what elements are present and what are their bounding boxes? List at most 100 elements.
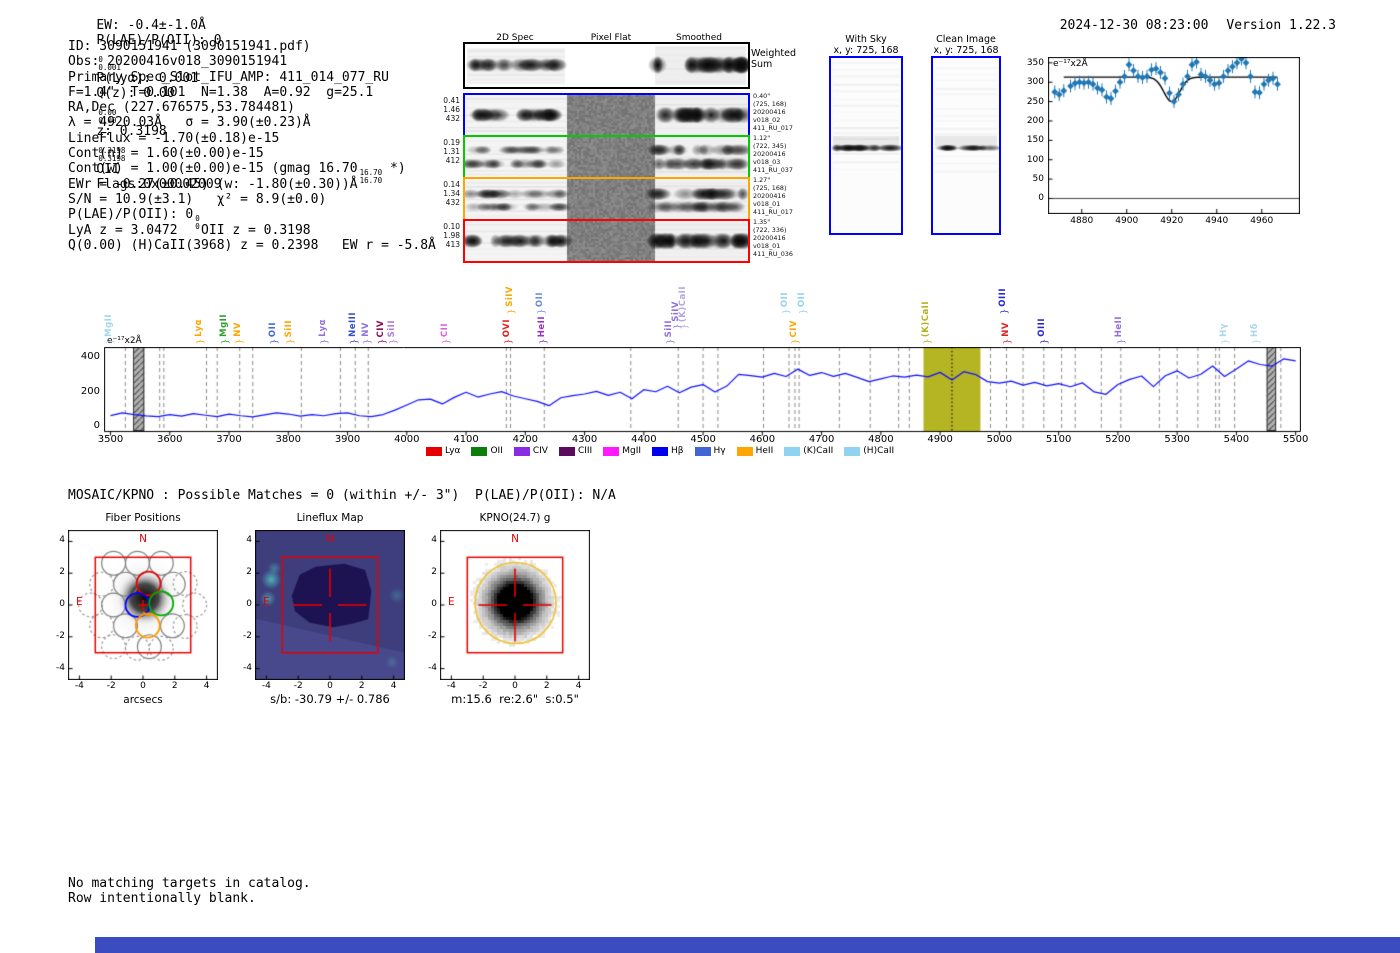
info-line: ID: 3090151941 (3090151941.pdf) [68,39,311,54]
panel-x-tick-label: 0 [512,681,518,691]
plae-poii-range: 0 0.001 [98,55,121,72]
legend-label: HeII [755,446,774,456]
spectrum-x-tick-label: 4400 [631,434,657,445]
compass-e-label: E [76,596,83,608]
line-label: NV{ [232,322,244,345]
lineflux-caption: s/b: -30.79 +/- 0.786 [270,692,390,706]
spectrum-x-tick-label: 5500 [1282,434,1309,445]
spec2d-header-pixelflat: Pixel Flat [590,33,632,43]
line-label: SiII{ [386,319,398,345]
legend-swatch [471,446,488,456]
footer-note-line-2: Row intentionally blank. [68,891,256,906]
legend-item: CIII [558,446,592,456]
panel-y-tick-label: 4 [431,535,437,546]
line-label: HeII{ [1114,315,1125,345]
fiber-positions-canvas [68,530,218,680]
line-label: OII{ [534,291,546,315]
panel-y-tick-label: 2 [246,567,252,578]
legend-label: OII [490,446,503,456]
stacked-value: 16.70 16.70 [359,168,383,185]
legend-swatch [694,446,711,456]
line-label: (K)CaII{ [921,300,932,345]
panel-x-tick-label: 4 [203,681,210,691]
panel-x-tick-label: 2 [171,681,178,691]
spectrum-x-tick-label: 3600 [157,434,183,445]
spectrum-x-tick-label: 5100 [1045,434,1072,445]
plya-value: P(Lyα): 0.001 [96,71,199,86]
header-timestamp: 2024-12-30 08:23:00 Version 1.22.3 [1059,18,1336,33]
line-label: MgII{ [103,314,115,345]
info-line: λ = 4920.03Å σ = 3.90(±0.23)Å [68,115,311,131]
legend-label: MgII [622,446,642,456]
line-label: CIV{ [376,319,387,345]
panel-y-tick-label: 2 [59,567,65,578]
spectrum-x-tick-label: 4600 [749,434,776,445]
spectrum-x-tick-label: 3900 [334,434,361,445]
line-label: Hδ{ [1249,323,1261,345]
line-label: Lyα{ [318,319,329,345]
line-label: (K)CaII{ [678,285,689,330]
panel-x-tick-label: 4 [390,681,397,691]
spectrum-legend: Lyα OII CIV CIII MgII Hβ Hγ HeII (K)CaII (H)CaII [426,446,894,456]
inset-x-tick-label: 4880 [1070,216,1094,226]
spec2d-weighted-image [465,44,748,87]
spectrum-y-tick-label: 400 [80,351,100,363]
spectrum-x-tick-label: 5200 [1105,434,1131,445]
line-label: OIII{ [1037,318,1048,345]
spec2d-row-left-labels: 0.19 1.31 412 [443,138,460,166]
flags-value: Flags:0x00002009 [96,177,222,192]
legend-swatch [513,446,530,456]
clean-image-title: Clean Image x, y: 725, 168 [933,34,999,56]
panel-y-tick-label: 0 [59,599,65,609]
compass-e-label: E [448,596,455,608]
spectrum-chart-canvas [104,347,1301,437]
clean-image-box [931,56,1001,235]
legend-swatch [558,446,575,456]
info-line: EWr = -0.27(±0.45) (w: -1.80(±0.30))Å [68,176,358,192]
spectrum-x-tick-label: 4000 [394,434,420,445]
compass-e-label: E [263,596,270,608]
qz-range: 0.00 0.00 [98,108,117,125]
legend-swatch [784,446,801,456]
spec2d-header-2dspec: 2D Spec [496,33,534,43]
kpno-caption: m:15.6 re:2.6" s:0.5" [451,692,579,706]
panel-y-tick-label: -4 [56,662,65,673]
inset-y-tick-label: 200 [1026,115,1044,126]
legend-label: Hγ [713,446,726,456]
spectrum-x-tick-label: 5300 [1164,434,1190,445]
line-label: NeIII{ [348,312,359,345]
lineflux-map-canvas [255,530,405,680]
panel-x-tick-label: -2 [478,681,488,691]
withsky-box [829,56,903,235]
panel-x-tick-label: -4 [261,681,271,691]
panel-x-tick-label: 0 [327,681,333,691]
spectrum-x-tick-label: 5400 [1223,434,1250,445]
legend-swatch [426,446,442,456]
line-label: SiIV{ [505,286,516,315]
inset-chart-canvas [1048,57,1300,214]
spectrum-x-tick-label: 3800 [275,434,302,445]
panel-y-tick-label: 4 [246,535,252,546]
spec2d-row-right-labels: 1.12" (722, 345) 20200416 v018_03 411_RU_037 [753,134,793,174]
footer-separator-bar [95,937,1400,953]
legend-item: Hγ [694,446,726,456]
footer-note-line: No matching targets in catalog. [68,876,311,891]
inset-y-tick-label: 250 [1026,96,1044,107]
legend-item: CIV [513,446,548,456]
lineflux-map-title: Lineflux Map [296,512,364,524]
info-line: Q(0.00) (H)CaII(3968) z = 0.2398 EW r = … [68,237,436,253]
line-label: CIV{ [788,319,800,345]
legend-item: OII [471,446,503,456]
inset-y-tick-label: 50 [1032,174,1044,185]
info-line: Cont(w) = 1.00(±0.00)e-15 (gmag 16.70 16.… [68,161,406,185]
panel-y-tick-label: 2 [431,567,437,578]
line-label: OIII{ [998,288,1009,315]
spectrum-x-tick-label: 4200 [512,434,539,445]
spectrum-x-tick-label: 5000 [986,434,1013,445]
panel-y-tick-label: -4 [243,662,252,673]
legend-swatch [603,446,620,456]
z-range: 0.3198 0.3198 [98,146,126,163]
z-classification: OII [96,162,120,177]
line-label: OII{ [780,291,791,315]
